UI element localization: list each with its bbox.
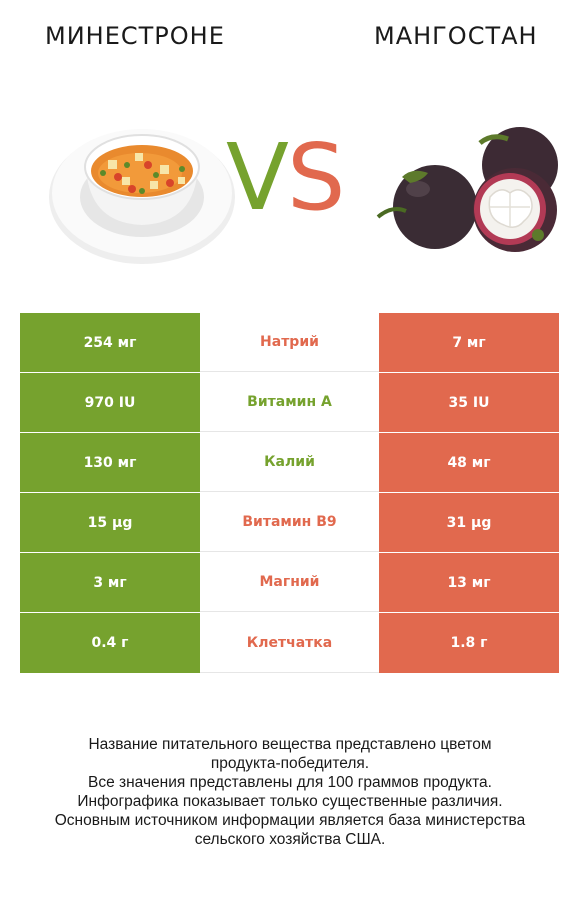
right-value: 48 мг (379, 433, 559, 492)
left-value: 3 мг (20, 553, 200, 612)
left-value: 254 мг (20, 313, 200, 372)
table-row: 15 µg Витамин B9 31 µg (20, 493, 559, 553)
right-value: 31 µg (379, 493, 559, 552)
vs-s: S (286, 124, 345, 231)
nutrient-name: Магний (200, 553, 379, 612)
right-value: 13 мг (379, 553, 559, 612)
table-row: 254 мг Натрий 7 мг (20, 313, 559, 373)
left-value: 130 мг (20, 433, 200, 492)
left-food-title: МИНЕСТРОНЕ (45, 22, 225, 50)
footnote-line: Инфографика показывает только существенн… (77, 793, 503, 810)
nutrient-name: Клетчатка (200, 613, 379, 673)
right-value: 35 IU (379, 373, 559, 432)
table-row: 0.4 г Клетчатка 1.8 г (20, 613, 559, 673)
footnote-line: сельского хозяйства США. (194, 831, 386, 848)
footnote: Название питательного вещества представл… (0, 735, 580, 849)
footnote-line: продукта-победителя. (210, 755, 370, 772)
mangosteen-image (376, 127, 558, 252)
nutrient-name: Натрий (200, 313, 379, 372)
comparison-table: 254 мг Натрий 7 мг 970 IU Витамин A 35 I… (20, 313, 559, 673)
nutrient-name: Витамин B9 (200, 493, 379, 552)
table-row: 130 мг Калий 48 мг (20, 433, 559, 493)
table-row: 3 мг Магний 13 мг (20, 553, 559, 613)
footnote-line: Все значения представлены для 100 граммо… (88, 774, 492, 791)
nutrient-name: Витамин A (200, 373, 379, 432)
right-value: 7 мг (379, 313, 559, 372)
minestrone-image (49, 129, 235, 264)
vs-v: V (226, 124, 289, 231)
table-row: 970 IU Витамин A 35 IU (20, 373, 559, 433)
left-value: 0.4 г (20, 613, 200, 673)
footnote-line: Основным источником информации является … (54, 812, 526, 829)
versus-label: VS (226, 132, 345, 224)
footnote-line: Название питательного вещества представл… (88, 736, 492, 753)
nutrient-name: Калий (200, 433, 379, 492)
right-food-title: МАНГОСТАН (374, 22, 538, 50)
food-images (49, 127, 558, 264)
right-value: 1.8 г (379, 613, 559, 673)
left-value: 15 µg (20, 493, 200, 552)
left-value: 970 IU (20, 373, 200, 432)
